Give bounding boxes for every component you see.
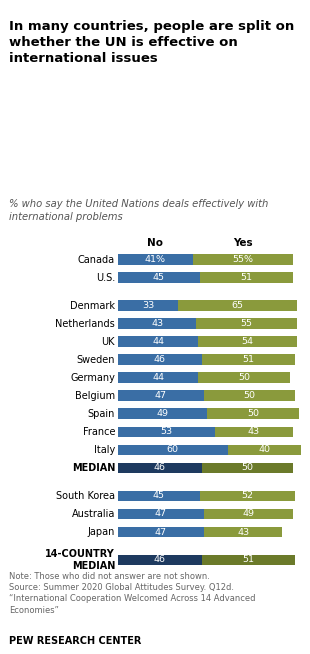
Bar <box>215 426 293 438</box>
Text: 33: 33 <box>142 301 154 310</box>
Text: 50: 50 <box>247 409 259 419</box>
Text: 49: 49 <box>157 409 169 419</box>
Text: 55%: 55% <box>232 255 254 264</box>
Text: 14-COUNTRY
MEDIAN: 14-COUNTRY MEDIAN <box>45 549 115 571</box>
Bar <box>118 409 207 419</box>
Bar <box>118 462 202 473</box>
Text: 40: 40 <box>258 445 270 455</box>
Text: 44: 44 <box>152 337 164 346</box>
Text: 65: 65 <box>232 301 244 310</box>
Text: 53: 53 <box>160 428 172 436</box>
Text: 50: 50 <box>243 391 255 400</box>
Bar <box>118 390 204 402</box>
Bar <box>178 300 297 311</box>
Text: 45: 45 <box>153 491 165 500</box>
Bar <box>118 555 202 565</box>
Bar <box>200 272 293 283</box>
Bar <box>118 490 200 502</box>
Text: Yes: Yes <box>233 239 253 249</box>
Text: U.S.: U.S. <box>96 273 115 283</box>
Text: 45: 45 <box>153 273 165 283</box>
Text: Note: Those who did not answer are not shown.
Source: Summer 2020 Global Attitud: Note: Those who did not answer are not s… <box>9 572 256 615</box>
Bar <box>197 318 297 329</box>
Text: Canada: Canada <box>78 254 115 265</box>
Text: 46: 46 <box>154 464 166 472</box>
Text: Netherlands: Netherlands <box>55 318 115 329</box>
Text: Australia: Australia <box>72 509 115 519</box>
Text: 60: 60 <box>167 445 179 455</box>
Bar <box>198 372 290 383</box>
Bar <box>118 318 197 329</box>
Text: 43: 43 <box>151 319 163 328</box>
Text: 43: 43 <box>248 428 260 436</box>
Bar <box>202 555 295 565</box>
Bar <box>118 300 178 311</box>
Text: 49: 49 <box>242 509 255 519</box>
Text: Japan: Japan <box>88 527 115 537</box>
Bar <box>118 426 215 438</box>
Bar <box>207 409 299 419</box>
Text: UK: UK <box>102 337 115 347</box>
Text: Belgium: Belgium <box>75 391 115 401</box>
Bar <box>193 254 293 265</box>
Bar <box>118 372 198 383</box>
Text: 51: 51 <box>242 555 255 564</box>
Text: % who say the United Nations deals effectively with
international problems: % who say the United Nations deals effec… <box>9 199 269 222</box>
Text: 47: 47 <box>155 391 167 400</box>
Bar <box>118 509 204 519</box>
Text: 46: 46 <box>154 355 166 364</box>
Bar <box>200 490 295 502</box>
Text: Sweden: Sweden <box>77 354 115 365</box>
Text: 47: 47 <box>155 509 167 519</box>
Bar <box>204 509 293 519</box>
Text: 51: 51 <box>241 273 253 283</box>
Bar <box>228 445 301 455</box>
Text: 50: 50 <box>242 464 254 472</box>
Bar <box>204 526 282 538</box>
Text: Germany: Germany <box>70 373 115 383</box>
Bar <box>198 336 297 347</box>
Text: MEDIAN: MEDIAN <box>72 463 115 473</box>
Text: 46: 46 <box>154 555 166 564</box>
Text: 55: 55 <box>241 319 253 328</box>
Text: France: France <box>82 427 115 437</box>
Bar <box>202 462 293 473</box>
Bar <box>202 354 295 365</box>
Text: 47: 47 <box>155 528 167 536</box>
Text: 44: 44 <box>152 373 164 383</box>
Text: 52: 52 <box>242 491 254 500</box>
Text: 51: 51 <box>242 355 255 364</box>
Bar <box>118 354 202 365</box>
Text: No: No <box>147 239 163 249</box>
Text: 54: 54 <box>242 337 254 346</box>
Text: In many countries, people are split on
whether the UN is effective on
internatio: In many countries, people are split on w… <box>9 20 294 65</box>
Text: PEW RESEARCH CENTER: PEW RESEARCH CENTER <box>9 636 142 646</box>
Bar <box>118 445 228 455</box>
Text: Spain: Spain <box>88 409 115 419</box>
Text: 43: 43 <box>237 528 249 536</box>
Bar <box>118 254 193 265</box>
Bar <box>118 336 198 347</box>
Text: Italy: Italy <box>94 445 115 455</box>
Text: 41%: 41% <box>145 255 166 264</box>
Bar <box>118 272 200 283</box>
Text: 50: 50 <box>238 373 250 383</box>
Text: Denmark: Denmark <box>70 301 115 311</box>
Bar <box>204 390 295 402</box>
Text: South Korea: South Korea <box>56 491 115 501</box>
Bar <box>118 526 204 538</box>
